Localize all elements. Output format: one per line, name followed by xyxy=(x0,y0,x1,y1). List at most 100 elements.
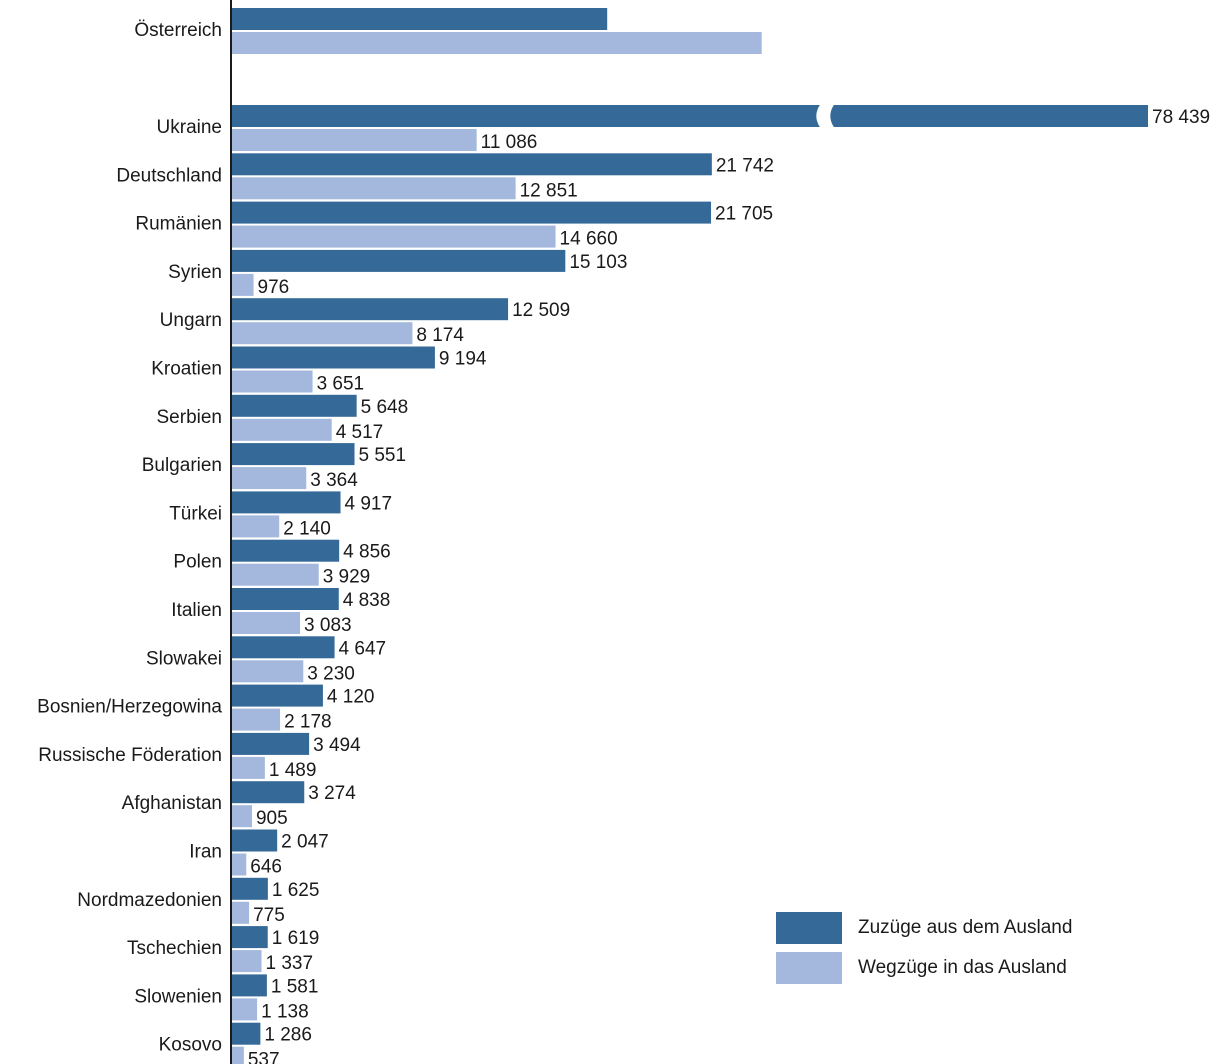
bar-zuzuege-deutschland xyxy=(232,153,712,176)
bar-wegzuege-kroatien xyxy=(232,370,313,393)
bar-wegzuege-oesterreich xyxy=(232,32,762,54)
value-label-zuzuege-italien: 4 838 xyxy=(343,590,391,611)
bar-zuzuege-bulgarien xyxy=(232,443,355,466)
value-label-zuzuege-ukraine: 78 439 xyxy=(1152,107,1210,128)
value-label-wegzuege-bulgarien: 3 364 xyxy=(310,470,358,491)
legend-item-zuzuege: Zuzüge aus dem Ausland xyxy=(776,908,1072,948)
bar-zuzuege-serbien xyxy=(232,394,357,417)
value-label-wegzuege-deutschland: 12 851 xyxy=(520,180,578,201)
bar-wegzuege-iran xyxy=(232,853,247,876)
value-label-zuzuege-afghanistan: 3 274 xyxy=(308,783,356,804)
category-label-polen: Polen xyxy=(173,552,222,573)
bar-zuzuege-kosovo xyxy=(232,1022,261,1045)
category-label-ukraine: Ukraine xyxy=(157,117,222,138)
bar-wegzuege-serbien xyxy=(232,418,332,441)
value-label-zuzuege-slowakei: 4 647 xyxy=(339,638,387,659)
value-label-zuzuege-slowenien: 1 581 xyxy=(271,976,319,997)
bar-zuzuege-ungarn xyxy=(232,298,509,321)
value-label-wegzuege-rumaenien: 14 660 xyxy=(560,229,618,250)
category-label-nordmazedonien: Nordmazedonien xyxy=(77,890,222,911)
category-label-slowakei: Slowakei xyxy=(146,648,222,669)
value-label-zuzuege-syrien: 15 103 xyxy=(569,252,627,273)
bar-zuzuege-italien xyxy=(232,588,339,610)
bar-zuzuege-iran xyxy=(232,829,278,852)
value-label-wegzuege-polen: 3 929 xyxy=(323,567,371,588)
bar-zuzuege-polen xyxy=(232,539,340,562)
legend-label-zuzuege: Zuzüge aus dem Ausland xyxy=(858,917,1073,938)
bar-wegzuege-kosovo xyxy=(232,1046,244,1064)
value-label-wegzuege-afghanistan: 905 xyxy=(256,808,288,829)
category-label-slowenien: Slowenien xyxy=(134,986,222,1007)
category-label-rumaenien: Rumänien xyxy=(135,214,222,235)
category-label-syrien: Syrien xyxy=(168,262,222,283)
bar-wegzuege-bosnien-herzegowina xyxy=(232,708,281,731)
bar-wegzuege-tuerkei xyxy=(232,515,280,538)
bar-wegzuege-tschechien xyxy=(232,950,262,973)
category-label-iran: Iran xyxy=(189,842,222,863)
bar-wegzuege-ungarn xyxy=(232,322,413,345)
value-label-wegzuege-tuerkei: 2 140 xyxy=(283,518,331,539)
value-label-zuzuege-bosnien-herzegowina: 4 120 xyxy=(327,687,375,708)
legend-swatch-zuzuege xyxy=(776,912,842,944)
category-label-oesterreich: Österreich xyxy=(134,20,222,41)
bar-zuzuege-rumaenien xyxy=(232,201,712,224)
bar-wegzuege-italien xyxy=(232,612,301,634)
bar-zuzuege-slowenien xyxy=(232,974,267,997)
category-label-kosovo: Kosovo xyxy=(159,1035,222,1056)
value-label-wegzuege-kroatien: 3 651 xyxy=(317,374,365,395)
bar-wegzuege-slowakei xyxy=(232,660,304,683)
category-label-serbien: Serbien xyxy=(157,407,223,428)
legend-label-wegzuege: Wegzüge in das Ausland xyxy=(858,957,1067,978)
value-label-zuzuege-russische-foederation: 3 494 xyxy=(313,735,361,756)
category-label-tuerkei: Türkei xyxy=(169,503,222,524)
bar-zuzuege-syrien xyxy=(232,249,566,272)
value-label-zuzuege-bulgarien: 5 551 xyxy=(359,445,407,466)
value-label-wegzuege-syrien: 976 xyxy=(258,277,290,298)
value-label-zuzuege-nordmazedonien: 1 625 xyxy=(272,880,320,901)
category-label-bulgarien: Bulgarien xyxy=(142,455,222,476)
bar-wegzuege-afghanistan xyxy=(232,805,252,828)
category-label-russische-foederation: Russische Föderation xyxy=(38,745,222,766)
value-label-zuzuege-iran: 2 047 xyxy=(281,832,329,853)
bar-wegzuege-bulgarien xyxy=(232,467,307,490)
value-label-wegzuege-bosnien-herzegowina: 2 178 xyxy=(284,712,332,733)
value-label-zuzuege-kosovo: 1 286 xyxy=(264,1025,312,1046)
value-label-zuzuege-tuerkei: 4 917 xyxy=(345,493,393,514)
bar-zuzuege-nordmazedonien xyxy=(232,877,268,900)
value-label-wegzuege-tschechien: 1 337 xyxy=(266,953,314,974)
value-label-wegzuege-italien: 3 083 xyxy=(304,615,352,636)
bar-wegzuege-syrien xyxy=(232,273,254,296)
value-label-wegzuege-iran: 646 xyxy=(250,857,282,878)
bar-wegzuege-slowenien xyxy=(232,998,258,1021)
bar-zuzuege-tuerkei xyxy=(232,491,341,514)
bar-wegzuege-russische-foederation xyxy=(232,756,265,779)
value-label-zuzuege-kroatien: 9 194 xyxy=(439,349,487,370)
bar-zuzuege-tschechien xyxy=(232,926,268,949)
legend: Zuzüge aus dem Ausland Wegzüge in das Au… xyxy=(776,908,1072,988)
bar-zuzuege-afghanistan xyxy=(232,781,305,804)
bar-wegzuege-polen xyxy=(232,563,319,586)
value-label-zuzuege-ungarn: 12 509 xyxy=(512,300,570,321)
category-label-bosnien-herzegowina: Bosnien/Herzegowina xyxy=(37,697,222,718)
bar-zuzuege-slowakei xyxy=(232,636,335,659)
category-label-italien: Italien xyxy=(171,600,222,621)
bar-zuzuege-ukraine xyxy=(232,105,1148,127)
axis-break-ukraine xyxy=(816,105,834,127)
value-label-zuzuege-rumaenien: 21 705 xyxy=(715,204,773,225)
value-label-zuzuege-polen: 4 856 xyxy=(343,542,391,563)
bar-zuzuege-bosnien-herzegowina xyxy=(232,684,323,707)
category-label-afghanistan: Afghanistan xyxy=(122,793,222,814)
bar-wegzuege-ukraine xyxy=(232,129,477,151)
bar-wegzuege-nordmazedonien xyxy=(232,901,250,924)
value-label-wegzuege-ukraine: 11 086 xyxy=(481,132,538,153)
category-label-ungarn: Ungarn xyxy=(160,310,222,331)
value-label-wegzuege-slowenien: 1 138 xyxy=(261,1001,309,1022)
value-label-zuzuege-serbien: 5 648 xyxy=(361,397,409,418)
value-label-zuzuege-tschechien: 1 619 xyxy=(272,928,320,949)
category-label-tschechien: Tschechien xyxy=(127,938,222,959)
value-label-wegzuege-ungarn: 8 174 xyxy=(416,325,464,346)
legend-item-wegzuege: Wegzüge in das Ausland xyxy=(776,948,1072,988)
value-label-wegzuege-nordmazedonien: 775 xyxy=(253,905,285,926)
value-label-wegzuege-kosovo: 537 xyxy=(248,1050,280,1064)
